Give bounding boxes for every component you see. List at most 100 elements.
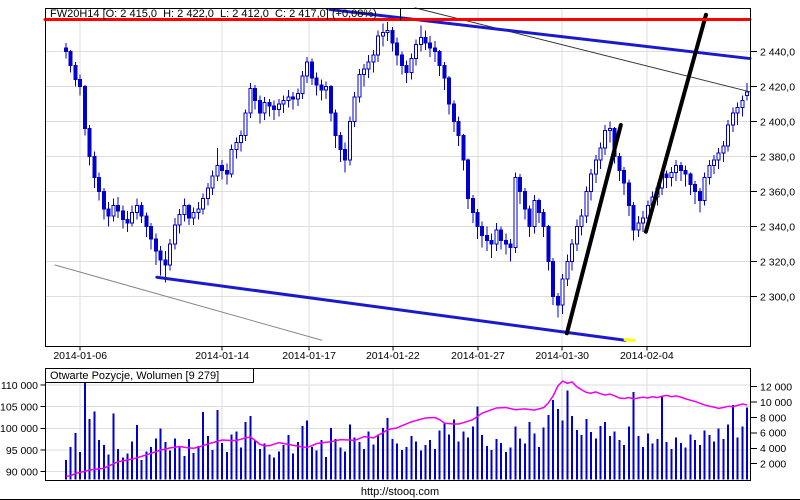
candle-body [286, 96, 291, 102]
candle-body [631, 205, 636, 231]
candle-body [130, 212, 135, 224]
candlestick-series [64, 21, 750, 318]
candle-body [64, 47, 68, 53]
descending-line-thin-black [414, 7, 751, 93]
candle-body [153, 238, 158, 252]
volume-bar [608, 435, 611, 480]
open-interest-line [65, 380, 748, 477]
candle-body [224, 170, 229, 175]
volume-bar [552, 399, 555, 480]
candle-body [669, 171, 674, 179]
candle-body [607, 128, 612, 131]
candle-body [106, 208, 111, 217]
candle-body [622, 170, 627, 184]
candle-body [428, 42, 433, 49]
price-tick-label: 2 440,0 [760, 46, 795, 58]
volume-panel-border [45, 368, 751, 481]
candle-body [735, 107, 740, 114]
volume-tick-label: 8 000 [760, 412, 786, 424]
price-tick-label: 2 360,0 [760, 186, 795, 198]
candle-body [168, 243, 173, 266]
candle-body [560, 278, 565, 306]
volume-bar [344, 451, 347, 480]
volume-bar [509, 447, 512, 480]
candle-body [82, 86, 87, 130]
candle-body [641, 217, 646, 224]
candle-body [352, 96, 357, 123]
volume-bar [131, 441, 134, 480]
candle-body [716, 152, 721, 161]
candle-body [196, 208, 201, 214]
candle-body [243, 112, 248, 137]
price-tick-label: 2 320,0 [760, 256, 795, 268]
candle-body [186, 205, 191, 219]
candle-body [120, 210, 125, 221]
volume-bar [183, 456, 186, 480]
candle-body [305, 61, 310, 77]
candle-body [101, 191, 106, 210]
volume-bar [69, 446, 72, 480]
steep-ascending-black-line-1 [564, 123, 623, 336]
volume-bar [490, 449, 493, 480]
volume-bar [585, 419, 588, 480]
volume-bar [112, 413, 115, 480]
candle-body [395, 42, 400, 56]
candle-body [456, 121, 461, 137]
candle-body [522, 191, 527, 210]
candle-body [697, 191, 702, 201]
candle-body [205, 187, 210, 200]
volume-bar [703, 430, 706, 480]
volume-bar [556, 409, 559, 480]
volume-bar [637, 435, 640, 480]
candle-body [295, 93, 300, 100]
volume-bar [575, 429, 578, 480]
candle-body [484, 234, 489, 242]
candle-body [489, 240, 494, 245]
open-interest-axis-left: 110 000 105 000 100 000 95 000 90 000 [0, 380, 45, 479]
candle-body [617, 156, 622, 172]
volume-tick-label: 12 000 [760, 382, 792, 394]
volume-bar [722, 439, 725, 480]
volume-bar [216, 409, 219, 480]
candle-body [409, 58, 414, 74]
candle-body [537, 199, 541, 214]
candle-body [78, 79, 83, 88]
candle-body [338, 135, 343, 151]
candle-body [357, 73, 362, 98]
volume-bar [632, 392, 635, 480]
volume-bar [386, 417, 389, 480]
volume-bar [604, 422, 607, 480]
volume-bar [642, 446, 645, 480]
candle-body [172, 224, 177, 245]
volume-bar [268, 454, 271, 480]
candle-body [707, 164, 712, 179]
candle-body [324, 86, 329, 91]
candle-body [598, 147, 603, 161]
volume-bar [159, 428, 162, 480]
candle-body [272, 105, 277, 110]
volume-bar [98, 439, 101, 480]
candle-body [712, 159, 717, 166]
candle-body [267, 101, 272, 107]
candle-body [636, 222, 641, 231]
volume-bar [225, 452, 228, 480]
candle-body [475, 212, 480, 228]
steep-ascending-black-line-2 [643, 12, 708, 234]
volume-bar [367, 431, 370, 480]
volume-bar [211, 449, 214, 480]
volume-bar [292, 453, 295, 480]
candle-body [191, 212, 196, 219]
volume-bar [206, 435, 209, 480]
candle-body [565, 261, 570, 280]
volume-bar [443, 423, 446, 480]
descending-trendline-blue-lower [155, 275, 627, 342]
volume-bar [410, 435, 413, 480]
volume-bar [651, 443, 654, 480]
candle-body [626, 182, 631, 207]
volume-bar [83, 382, 86, 480]
candle-body [376, 35, 381, 56]
volume-tick-label: 10 000 [760, 397, 792, 409]
candle-body [683, 170, 688, 175]
volume-bar [126, 453, 129, 480]
volume-bar [741, 426, 744, 480]
